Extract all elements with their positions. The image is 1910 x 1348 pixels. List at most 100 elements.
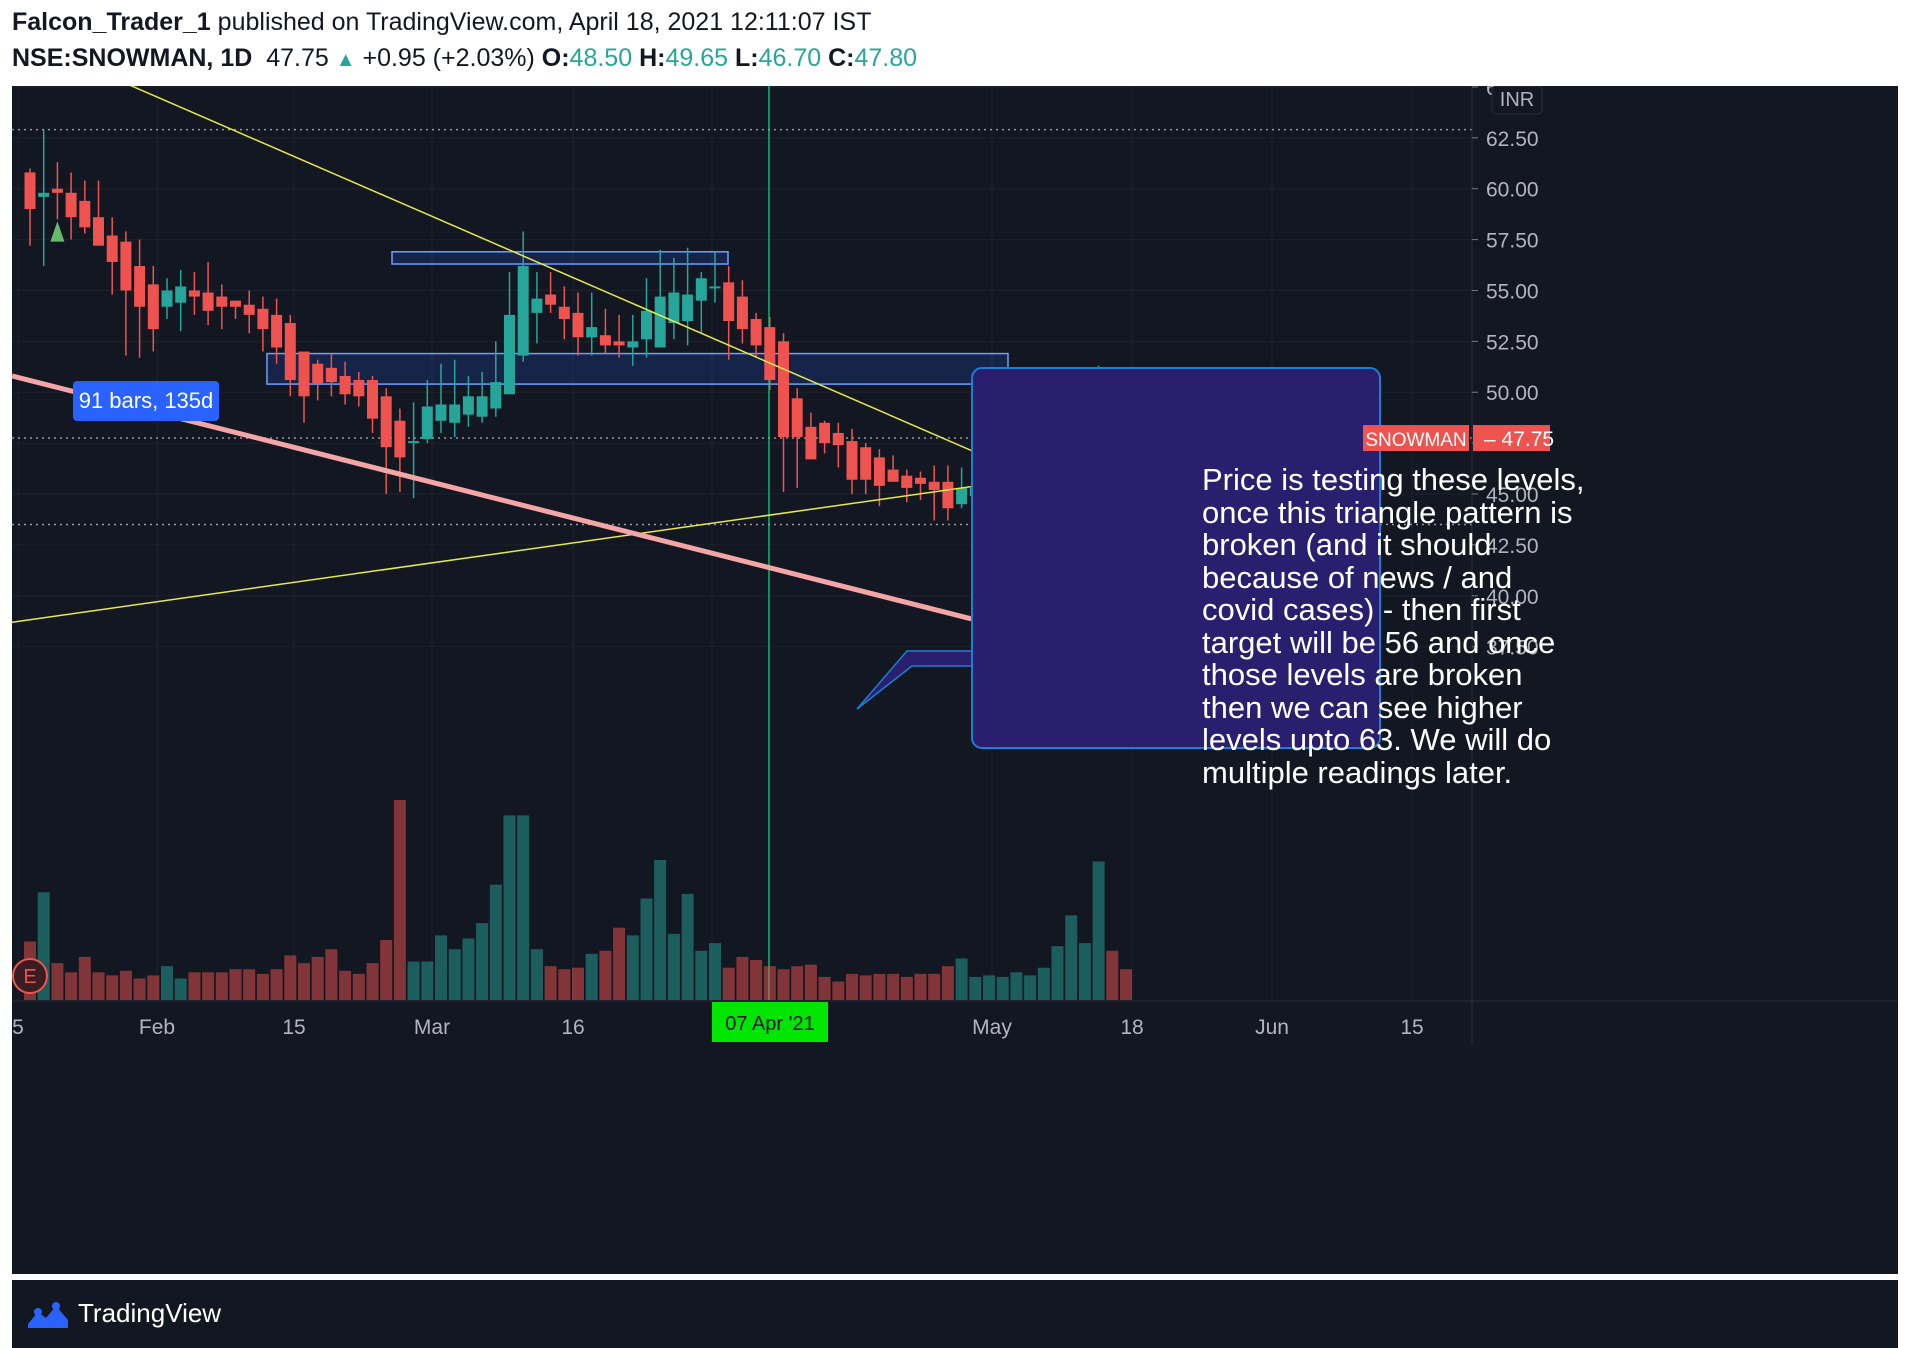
candle-body[interactable] xyxy=(175,286,187,303)
annotation-box[interactable] xyxy=(971,367,1381,749)
candle-body[interactable] xyxy=(873,457,885,486)
candle-body[interactable] xyxy=(202,292,214,311)
candle-body[interactable] xyxy=(517,266,529,356)
candle-body[interactable] xyxy=(942,481,954,509)
candle-body[interactable] xyxy=(805,426,817,460)
candle-body[interactable] xyxy=(572,312,584,338)
candle-body[interactable] xyxy=(394,420,406,458)
candle-body[interactable] xyxy=(887,469,899,482)
volume-bar xyxy=(873,973,886,1000)
author-name[interactable]: Falcon_Trader_1 xyxy=(12,8,211,36)
candle-body[interactable] xyxy=(819,422,831,444)
volume-bar xyxy=(900,976,913,1000)
candle-body[interactable] xyxy=(325,367,337,383)
tradingview-logo-icon[interactable] xyxy=(26,1302,70,1328)
candle-body[interactable] xyxy=(79,200,91,228)
candle-body[interactable] xyxy=(51,188,63,193)
candle-body[interactable] xyxy=(723,282,735,322)
candle-body[interactable] xyxy=(120,241,132,291)
volume-bar xyxy=(1078,943,1091,1000)
candle-body[interactable] xyxy=(558,306,570,319)
y-tick-label: 55.00 xyxy=(1486,280,1539,303)
candle-body[interactable] xyxy=(668,292,680,324)
candle-body[interactable] xyxy=(257,308,269,330)
resistance-box-upper[interactable] xyxy=(391,251,729,265)
candle-body[interactable] xyxy=(736,296,748,330)
candle-body[interactable] xyxy=(24,172,36,210)
candle-body[interactable] xyxy=(38,192,50,197)
candle-body[interactable] xyxy=(147,284,159,330)
currency-badge[interactable] xyxy=(1491,86,1543,115)
candle-body[interactable] xyxy=(298,351,310,397)
candle-body[interactable] xyxy=(928,481,940,490)
volume-bar xyxy=(339,970,352,1000)
candle-body[interactable] xyxy=(65,192,77,218)
candle-body[interactable] xyxy=(791,398,803,438)
symbol-price-tag[interactable] xyxy=(1363,425,1469,452)
candle-body[interactable] xyxy=(380,396,392,448)
candle-body[interactable] xyxy=(654,296,666,348)
candle-body[interactable] xyxy=(545,294,557,305)
candle-body[interactable] xyxy=(750,318,762,346)
candle-body[interactable] xyxy=(353,380,365,397)
candle-body[interactable] xyxy=(778,341,789,438)
candle-body[interactable] xyxy=(846,441,858,480)
candle-body[interactable] xyxy=(764,327,776,381)
y-tick-label: 57.50 xyxy=(1486,230,1539,253)
volume-bar xyxy=(695,950,708,1000)
candle-body[interactable] xyxy=(915,477,926,484)
candle-body[interactable] xyxy=(586,327,598,338)
candle-body[interactable] xyxy=(435,404,447,421)
annotation-text[interactable]: Price is testing these levels, once this… xyxy=(1202,462,1585,790)
candle-body[interactable] xyxy=(449,404,461,423)
candle-body[interactable] xyxy=(106,235,118,262)
tradingview-brand[interactable]: TradingView xyxy=(78,1298,222,1328)
candle-body[interactable] xyxy=(531,298,543,313)
candle-body[interactable] xyxy=(134,266,146,307)
earnings-icon[interactable] xyxy=(12,958,48,994)
candle-body[interactable] xyxy=(613,341,625,346)
candle-body[interactable] xyxy=(901,475,913,488)
candle-body[interactable] xyxy=(339,375,351,395)
candle-body[interactable] xyxy=(284,323,296,381)
candle-body[interactable] xyxy=(490,382,502,409)
candle-body[interactable] xyxy=(421,406,433,440)
candle-body[interactable] xyxy=(504,314,515,395)
candle-body[interactable] xyxy=(93,217,104,246)
volume-bar xyxy=(517,815,530,1000)
candle-body[interactable] xyxy=(367,380,378,419)
volume-bar xyxy=(92,972,105,1000)
volume-bar xyxy=(928,973,941,1000)
candle-body[interactable] xyxy=(188,290,200,297)
candle-body[interactable] xyxy=(216,296,228,307)
chart-area[interactable]: E 77.5075.0072.5070.0067.5065.0062.5060.… xyxy=(12,86,1898,1274)
ascending-trendline[interactable] xyxy=(12,476,1035,623)
descending-trendline[interactable] xyxy=(12,86,1035,479)
candle-body[interactable] xyxy=(476,396,488,417)
candle-body[interactable] xyxy=(312,363,324,385)
candle-body[interactable] xyxy=(860,447,872,480)
resistance-box-lower[interactable] xyxy=(266,352,1009,385)
volume-bar xyxy=(955,958,968,1000)
volume-bar xyxy=(791,966,804,1000)
candle-body[interactable] xyxy=(161,290,173,307)
candle-body[interactable] xyxy=(832,432,844,446)
candle-body[interactable] xyxy=(271,314,283,348)
candle-body[interactable] xyxy=(408,441,420,444)
price-chart[interactable]: E 77.5075.0072.5070.0067.5065.0062.5060.… xyxy=(12,86,1898,1274)
candle-body[interactable] xyxy=(695,278,707,301)
candles[interactable] xyxy=(24,129,1132,521)
candle-body[interactable] xyxy=(599,335,611,346)
date-marker-tag[interactable] xyxy=(712,1002,828,1042)
candle-body[interactable] xyxy=(641,310,652,340)
candle-body[interactable] xyxy=(243,304,255,315)
candle-body[interactable] xyxy=(462,396,474,415)
volume-bar xyxy=(256,973,269,1000)
candle-body[interactable] xyxy=(682,294,694,322)
candle-body[interactable] xyxy=(627,341,639,348)
candle-body[interactable] xyxy=(956,487,968,505)
last-price-tag[interactable] xyxy=(1473,425,1550,452)
candle-body[interactable] xyxy=(709,286,721,289)
trend-lines[interactable]: E xyxy=(12,86,1381,994)
candle-body[interactable] xyxy=(230,300,241,307)
